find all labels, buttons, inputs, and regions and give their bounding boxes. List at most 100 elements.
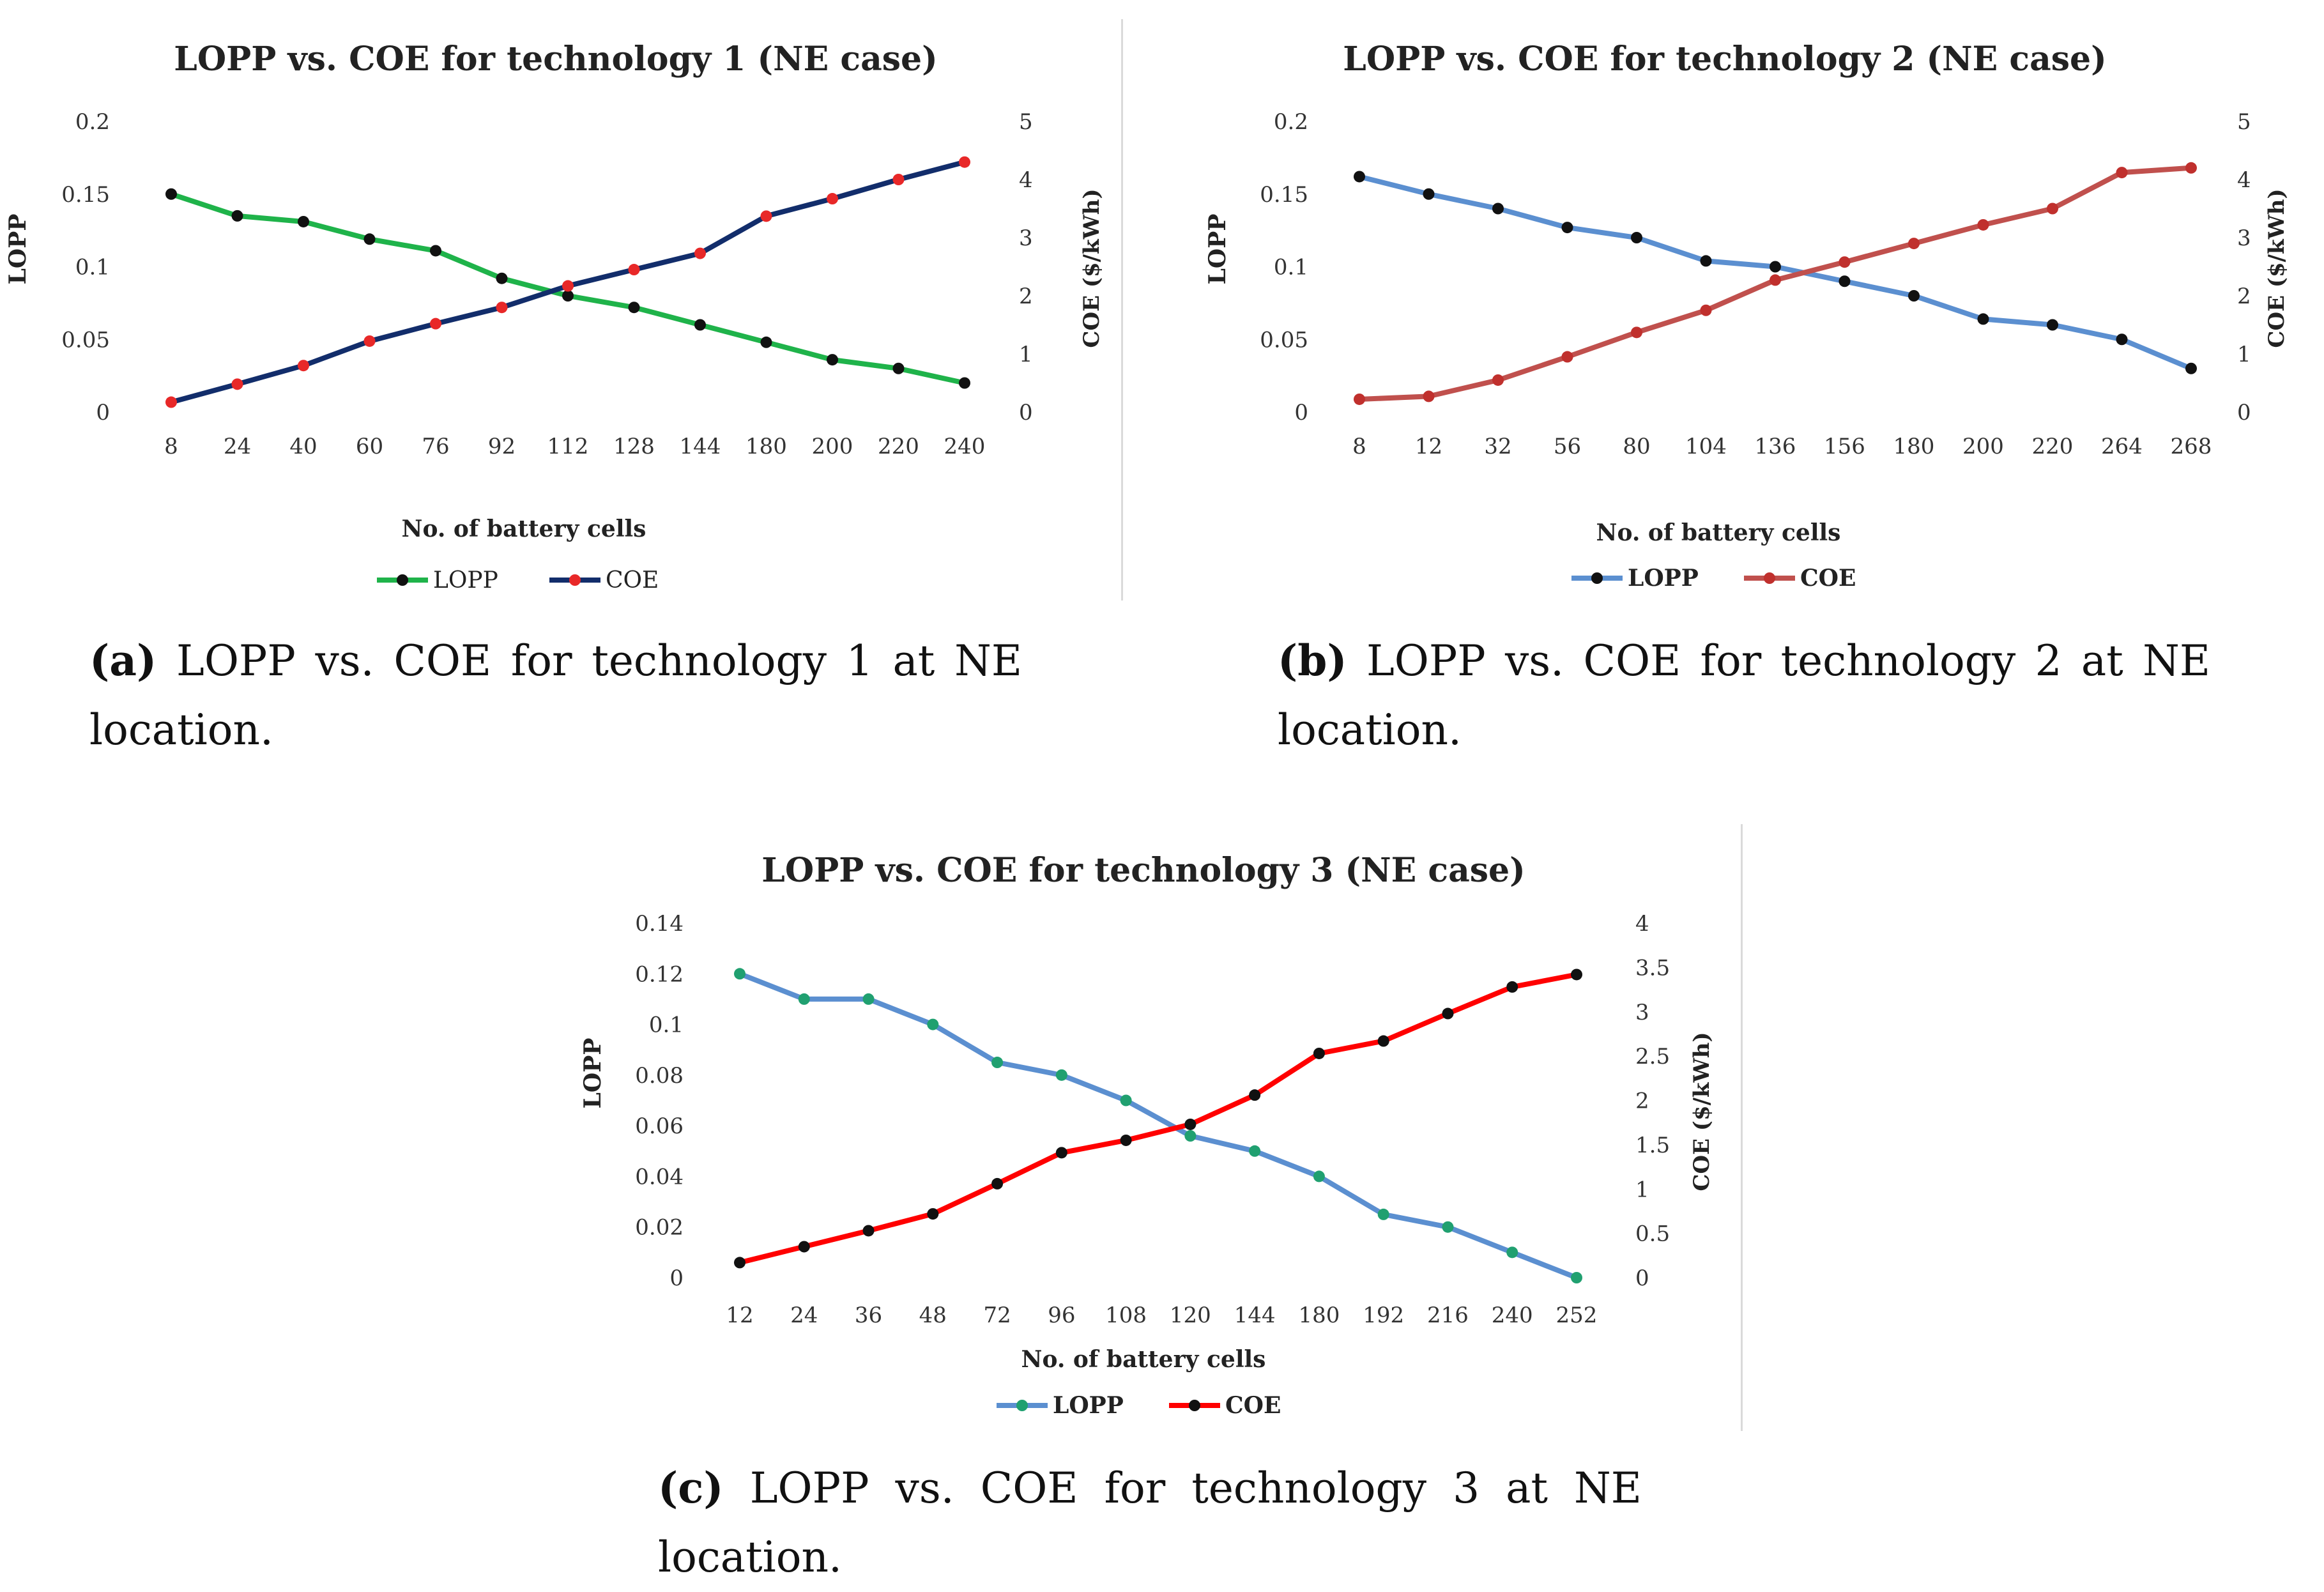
- caption-a: (a) LOPP vs. COE for technology 1 at NE …: [89, 626, 1022, 765]
- chart-b-y2tick: 1: [2237, 342, 2251, 367]
- chart-a-y2tick: 3: [1019, 226, 1033, 251]
- chart-a-ytick: 0.15: [61, 182, 110, 208]
- chart-c-legend-coe-marker: [1189, 1400, 1200, 1411]
- chart-c-lopp-point: [1506, 1246, 1518, 1259]
- chart-a-coe-point: [165, 396, 177, 408]
- chart-b-xtick: 104: [1685, 434, 1727, 459]
- chart-b-y2tick: 4: [2237, 167, 2251, 193]
- chart-c-ytick: 0.02: [635, 1215, 684, 1241]
- chart-c-xtick: 120: [1170, 1303, 1211, 1328]
- chart-c-y2tick: 1: [1635, 1177, 1649, 1202]
- chart-c-legend-lopp-label: LOPP: [1053, 1392, 1124, 1419]
- chart-a-lopp-point: [298, 215, 309, 227]
- chart-a-xlabel: No. of battery cells: [402, 516, 646, 542]
- chart-b-xtick: 32: [1484, 434, 1511, 459]
- chart-c-y2tick: 3: [1635, 1000, 1649, 1025]
- chart-b-ytick: 0.15: [1260, 182, 1308, 208]
- chart-a-legend-lopp-marker: [397, 574, 408, 586]
- chart-c-ytick: 0.06: [635, 1114, 684, 1139]
- caption-a-label: (a): [89, 636, 157, 685]
- chart-b-ytick: 0.2: [1274, 109, 1308, 135]
- chart-a-coe-point: [892, 174, 905, 185]
- chart-b-xtick: 8: [1352, 434, 1366, 459]
- chart-c-xtick: 96: [1048, 1303, 1075, 1328]
- caption-c-label: (c): [658, 1463, 724, 1513]
- chart-b-lopp-point: [1839, 275, 1851, 287]
- chart-a-title: LOPP vs. COE for technology 1 (NE case): [174, 40, 938, 79]
- chart-c-y2tick: 3.5: [1635, 955, 1670, 981]
- chart-c-coe-point: [1055, 1147, 1067, 1159]
- chart-a-ytick: 0.05: [61, 327, 110, 353]
- chart-c-lopp-point: [1377, 1208, 1389, 1220]
- chart-c-xtick: 216: [1427, 1303, 1469, 1328]
- chart-c-lopp-point: [991, 1057, 1004, 1069]
- chart-b-coe-point: [2185, 162, 2197, 174]
- chart-b-coe-point: [1561, 351, 1573, 363]
- chart-c-xtick: 48: [919, 1303, 947, 1328]
- chart-c-y2tick: 0.5: [1635, 1221, 1670, 1247]
- chart-a-coe-point: [298, 360, 309, 372]
- chart-b-coe-point: [1700, 304, 1712, 316]
- chart-a-lopp-point: [363, 233, 376, 245]
- chart-a-ytick: 0: [96, 400, 110, 425]
- chart-c-legend-coe-label: COE: [1225, 1392, 1281, 1419]
- chart-c-coe-point: [862, 1225, 875, 1237]
- chart-a-coe-point: [363, 335, 376, 347]
- chart-b-coe-point: [1908, 238, 1920, 250]
- chart-c-coe-point: [798, 1241, 810, 1253]
- chart-c-coe-point: [1120, 1134, 1132, 1146]
- chart-a-legend-coe-marker: [569, 574, 581, 586]
- chart-b-legend-coe-label: COE: [1800, 565, 1856, 592]
- chart-c-lopp-point: [862, 993, 875, 1005]
- chart-b-xtick: 80: [1623, 434, 1650, 459]
- chart-c-lopp-point: [798, 993, 810, 1005]
- chart-c-y2tick: 0: [1635, 1266, 1649, 1291]
- chart-b-lopp-point: [2185, 362, 2197, 374]
- chart-c-coe-line: [739, 972, 1577, 1266]
- chart-a-y2tick: 5: [1019, 109, 1033, 135]
- caption-a-text: LOPP vs. COE for technology 1 at NE loca…: [89, 636, 1022, 754]
- chart-b-lopp-line: [1359, 174, 2192, 371]
- chart-c-coe-point: [991, 1177, 1004, 1190]
- chart-b-xtick: 12: [1415, 434, 1442, 459]
- divider-c: [1741, 824, 1743, 1431]
- chart-c-xtick: 240: [1492, 1303, 1533, 1328]
- caption-c-text: LOPP vs. COE for technology 3 at NE loca…: [658, 1464, 1642, 1582]
- chart-b-xtick: 156: [1824, 434, 1865, 459]
- chart-c-y2tick: 1.5: [1635, 1133, 1670, 1158]
- chart-b-coe-point: [1631, 326, 1642, 339]
- chart-a-coe-point: [827, 193, 838, 205]
- chart-b-ytick: 0.05: [1260, 327, 1308, 353]
- chart-a-y2tick: 2: [1019, 284, 1033, 309]
- chart-c-xtick: 12: [726, 1303, 753, 1328]
- chart-c-lopp-point: [1055, 1069, 1067, 1081]
- chart-b-coe-point: [2047, 203, 2058, 215]
- caption-c: (c) LOPP vs. COE for technology 3 at NE …: [658, 1453, 1642, 1592]
- chart-b-legend-coe-marker: [1764, 572, 1775, 584]
- chart-c-lopp-point: [1571, 1272, 1582, 1283]
- chart-c-xtick: 24: [790, 1303, 818, 1328]
- chart-b-coe-point: [1770, 274, 1781, 286]
- chart-c-lopp-point: [1120, 1094, 1132, 1106]
- chart-a-ytick: 0.1: [75, 255, 110, 280]
- chart-b-lopp-point: [1492, 203, 1504, 215]
- chart-c-coe-point: [734, 1257, 745, 1269]
- chart-c-ytick: 0.1: [649, 1013, 684, 1038]
- chart-a-coe-point: [959, 156, 970, 168]
- chart-b-xlabel: No. of battery cells: [1596, 519, 1841, 546]
- chart-c-xtick: 144: [1234, 1303, 1276, 1328]
- chart-a-legend-lopp-label: LOPP: [433, 567, 498, 593]
- chart-c-coe-point: [1442, 1007, 1454, 1020]
- chart-a-lopp-point: [694, 319, 706, 331]
- chart-b-xtick: 136: [1755, 434, 1796, 459]
- chart-c-ytick: 0.04: [635, 1164, 684, 1190]
- chart-c-ylabel: LOPP: [579, 1038, 606, 1109]
- chart-c-lopp-point: [734, 968, 745, 980]
- chart-b-xtick: 268: [2171, 434, 2212, 459]
- chart-b-lopp-point: [1770, 261, 1781, 273]
- chart-a-xtick: 144: [680, 434, 721, 459]
- chart-c-lopp-point: [1249, 1145, 1261, 1157]
- chart-c-xtick: 192: [1363, 1303, 1404, 1328]
- chart-a-lopp-point: [165, 188, 177, 200]
- chart-c-xtick: 252: [1556, 1303, 1598, 1328]
